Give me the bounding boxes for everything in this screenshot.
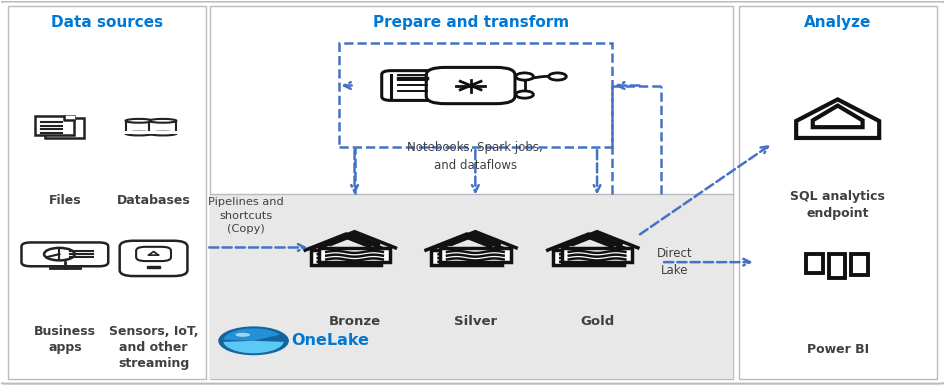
Ellipse shape: [149, 132, 177, 135]
Text: Gold: Gold: [580, 315, 614, 328]
FancyBboxPatch shape: [147, 267, 160, 268]
FancyBboxPatch shape: [311, 250, 381, 265]
FancyBboxPatch shape: [805, 254, 821, 272]
FancyBboxPatch shape: [147, 131, 178, 134]
Wedge shape: [223, 341, 283, 353]
Text: Files: Files: [48, 194, 81, 207]
Text: Data sources: Data sources: [51, 15, 163, 30]
Circle shape: [44, 248, 75, 260]
FancyBboxPatch shape: [319, 248, 390, 262]
Text: Pipelines and
shortcuts
(Copy): Pipelines and shortcuts (Copy): [208, 197, 283, 234]
FancyBboxPatch shape: [126, 121, 152, 134]
Text: Bronze: Bronze: [329, 315, 380, 328]
FancyBboxPatch shape: [381, 71, 439, 100]
FancyBboxPatch shape: [338, 43, 612, 147]
Text: Business
apps: Business apps: [34, 325, 95, 354]
FancyBboxPatch shape: [124, 131, 154, 134]
Text: Direct
Lake: Direct Lake: [656, 247, 692, 277]
Ellipse shape: [126, 132, 152, 135]
Text: Databases: Databases: [116, 194, 191, 207]
FancyBboxPatch shape: [431, 250, 501, 265]
FancyBboxPatch shape: [561, 248, 632, 262]
FancyBboxPatch shape: [35, 116, 74, 135]
FancyBboxPatch shape: [440, 248, 510, 262]
Ellipse shape: [126, 119, 152, 123]
FancyBboxPatch shape: [8, 6, 206, 379]
FancyBboxPatch shape: [210, 194, 733, 379]
FancyBboxPatch shape: [136, 247, 171, 261]
Polygon shape: [64, 116, 74, 120]
Text: Notebooks, Spark jobs,
and dataflows: Notebooks, Spark jobs, and dataflows: [407, 141, 543, 173]
Text: Power BI: Power BI: [806, 343, 868, 356]
Ellipse shape: [149, 119, 177, 123]
Text: Prepare and transform: Prepare and transform: [373, 15, 569, 30]
Polygon shape: [148, 252, 159, 255]
Polygon shape: [812, 106, 862, 127]
Circle shape: [515, 91, 532, 98]
FancyBboxPatch shape: [738, 6, 936, 379]
FancyBboxPatch shape: [210, 6, 733, 379]
FancyBboxPatch shape: [851, 254, 867, 275]
FancyBboxPatch shape: [426, 67, 514, 104]
FancyBboxPatch shape: [149, 121, 177, 134]
FancyBboxPatch shape: [120, 241, 187, 276]
Wedge shape: [223, 329, 279, 341]
Ellipse shape: [235, 333, 250, 337]
Circle shape: [218, 326, 289, 355]
FancyBboxPatch shape: [44, 118, 84, 138]
FancyBboxPatch shape: [22, 242, 109, 266]
Text: Sensors, IoT,
and other
streaming: Sensors, IoT, and other streaming: [109, 325, 198, 370]
Text: Analyze: Analyze: [803, 15, 870, 30]
Text: Silver: Silver: [453, 315, 497, 328]
Text: SQL analytics
endpoint: SQL analytics endpoint: [789, 190, 885, 220]
FancyBboxPatch shape: [828, 254, 844, 278]
Polygon shape: [795, 99, 878, 138]
Circle shape: [548, 73, 565, 80]
FancyBboxPatch shape: [552, 250, 623, 265]
Text: OneLake: OneLake: [291, 333, 369, 348]
Circle shape: [515, 73, 532, 80]
